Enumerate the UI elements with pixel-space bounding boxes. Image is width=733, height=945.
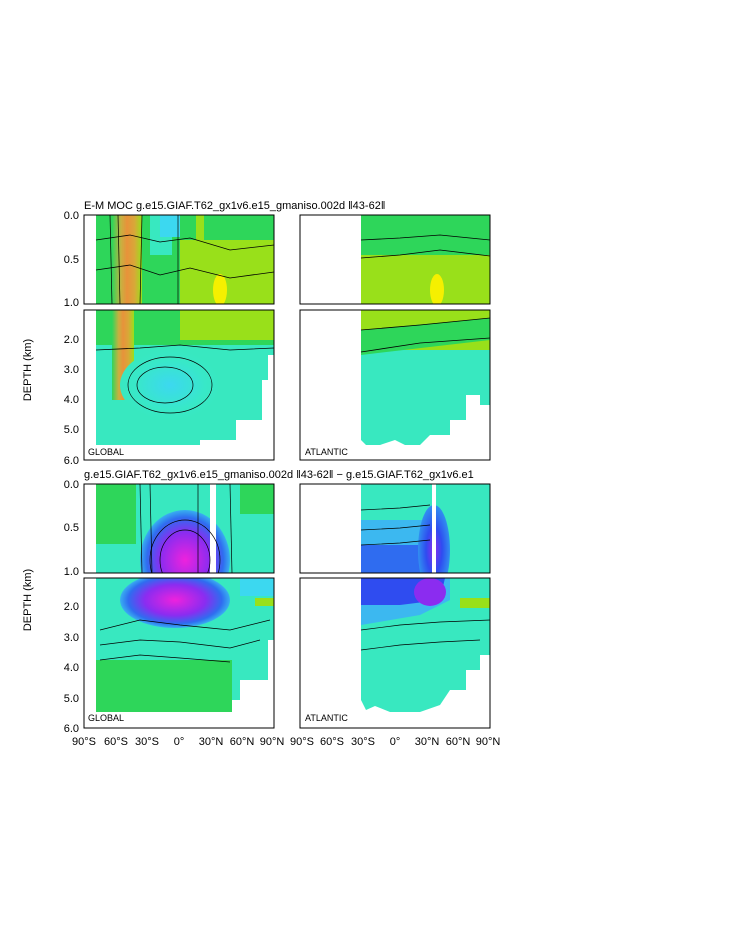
global-top-lower-field: [84, 310, 274, 460]
y-tick-label: 2.0: [64, 601, 79, 613]
global-bottom-lower-field: [84, 578, 274, 728]
y-tick-label: 0.5: [64, 522, 79, 534]
x-tick-label: 0°: [390, 736, 401, 748]
x-tick-label: 30°S: [135, 736, 159, 748]
y-tick-label: 5.0: [64, 693, 79, 705]
y-tick-label: 1.0: [64, 566, 79, 578]
y-tick-label: 0.0: [64, 479, 79, 491]
y-axis-label-bottom: DEPTH (km): [22, 569, 34, 631]
y-tick-label: 4.0: [64, 394, 79, 406]
x-tick-label: 30°N: [199, 736, 224, 748]
y-tick-label: 6.0: [64, 455, 79, 467]
top-title: E-M MOC g.e15.GIAF.T62_gx1v6.e15_gmaniso…: [84, 200, 385, 212]
global-bottom-upper-field: [84, 484, 274, 573]
panel-label-atlantic-2: ATLANTIC: [305, 713, 348, 723]
bottom-title: g.e15.GIAF.T62_gx1v6.e15_gmaniso.002d ‖4…: [84, 469, 474, 481]
x-tick-label: 90°N: [476, 736, 501, 748]
panel-global-bottom: GLOBAL: [83, 483, 275, 729]
x-tick-label: 0°: [174, 736, 185, 748]
atlantic-top-upper-field: [300, 215, 490, 304]
y-ticks-bottom-lower: 2.0 3.0 4.0 5.0 6.0: [64, 601, 79, 735]
x-tick-label: 60°N: [230, 736, 255, 748]
y-ticks-top-lower: 2.0 3.0 4.0 5.0 6.0: [64, 334, 79, 467]
y-tick-label: 0.0: [64, 210, 79, 222]
atlantic-bottom-lower-field: [300, 578, 490, 728]
y-tick-label: 5.0: [64, 424, 79, 436]
x-tick-label: 30°S: [351, 736, 375, 748]
panel-global-top: GLOBAL: [83, 214, 275, 461]
panel-label-atlantic-1: ATLANTIC: [305, 447, 348, 457]
y-ticks-top-upper: 0.0 0.5 1.0: [64, 210, 79, 309]
x-ticks-atlantic: 90°S 60°S 30°S 0° 30°N 60°N 90°N: [290, 736, 500, 748]
atlantic-bottom-upper-field: [300, 484, 490, 573]
y-tick-label: 3.0: [64, 632, 79, 644]
x-tick-label: 90°S: [72, 736, 96, 748]
y-tick-label: 3.0: [64, 364, 79, 376]
global-top-upper-field: [84, 215, 274, 304]
y-tick-label: 6.0: [64, 723, 79, 735]
x-tick-label: 60°S: [104, 736, 128, 748]
y-tick-label: 4.0: [64, 662, 79, 674]
y-tick-label: 0.5: [64, 254, 79, 266]
panel-label-global-1: GLOBAL: [88, 447, 124, 457]
x-tick-label: 30°N: [415, 736, 440, 748]
panel-label-global-2: GLOBAL: [88, 713, 124, 723]
atlantic-top-lower-field: [300, 310, 490, 460]
y-tick-label: 1.0: [64, 297, 79, 309]
x-tick-label: 60°N: [446, 736, 471, 748]
panel-atlantic-top: ATLANTIC: [299, 214, 491, 461]
x-tick-label: 90°S: [290, 736, 314, 748]
y-tick-label: 2.0: [64, 334, 79, 346]
y-axis-label-top: DEPTH (km): [22, 339, 34, 401]
x-tick-label: 60°S: [320, 736, 344, 748]
x-ticks-global: 90°S 60°S 30°S 0° 30°N 60°N 90°N: [72, 736, 284, 748]
x-tick-label: 90°N: [260, 736, 285, 748]
y-ticks-bottom-upper: 0.0 0.5 1.0: [64, 479, 79, 578]
panel-atlantic-bottom: ATLANTIC: [299, 483, 491, 729]
